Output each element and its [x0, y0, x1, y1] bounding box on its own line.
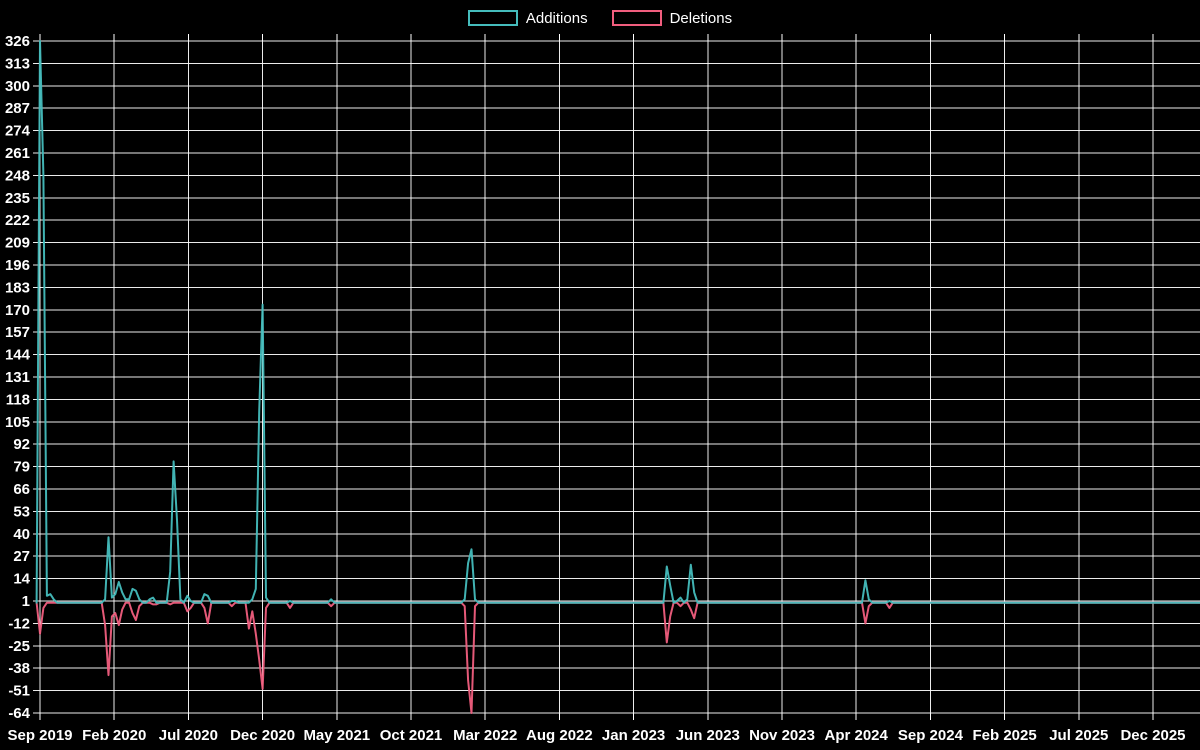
x-axis-label: Sep 2024	[898, 727, 964, 744]
y-tick-label: 196	[5, 257, 30, 274]
y-tick-label: 313	[5, 55, 30, 72]
x-axis-label: Feb 2020	[82, 727, 146, 744]
y-tick-label: 79	[13, 459, 30, 476]
x-axis-label: Aug 2022	[526, 727, 593, 744]
deletions-swatch-icon	[611, 10, 662, 26]
y-tick-label: 209	[5, 235, 30, 252]
y-tick-label: 66	[13, 481, 30, 498]
y-tick-label: 170	[5, 302, 30, 319]
y-tick-label: 53	[13, 503, 30, 520]
series-line-additions	[35, 40, 1200, 604]
y-tick-label: 14	[13, 571, 30, 588]
x-axis-label: Nov 2023	[749, 727, 815, 744]
y-tick-label: -64	[8, 705, 30, 722]
y-tick-label: 235	[5, 190, 30, 207]
x-axis-label: Feb 2025	[972, 727, 1036, 744]
x-axis-label: Mar 2022	[453, 727, 517, 744]
legend-item-deletions[interactable]: Deletions	[611, 9, 733, 27]
x-axis-label: Sep 2019	[7, 727, 72, 744]
y-tick-label: -51	[8, 683, 30, 700]
y-tick-label: 40	[13, 526, 30, 543]
y-tick-label: 261	[5, 145, 30, 162]
series-line-deletions	[35, 601, 1200, 714]
y-tick-label: -25	[8, 638, 30, 655]
y-tick-label: 131	[5, 369, 30, 386]
legend-label-additions: Additions	[525, 9, 588, 27]
chart-legend: Additions Deletions	[0, 6, 1200, 30]
legend-label-deletions: Deletions	[669, 9, 733, 27]
y-tick-label: 274	[5, 123, 31, 140]
y-tick-label: 1	[22, 593, 30, 610]
y-tick-label: 118	[6, 391, 30, 408]
y-tick-label: 287	[5, 100, 30, 117]
x-axis-label: Dec 2025	[1120, 727, 1185, 744]
additions-swatch-icon	[467, 10, 518, 26]
y-tick-label: 27	[13, 548, 30, 565]
x-axis-label: Dec 2020	[230, 727, 295, 744]
y-tick-label: 222	[5, 212, 30, 229]
legend-item-additions[interactable]: Additions	[467, 9, 588, 27]
y-tick-label: 157	[5, 324, 30, 341]
y-tick-label: 183	[5, 279, 30, 296]
x-axis-label: Jan 2023	[602, 727, 665, 744]
y-tick-label: 248	[5, 167, 30, 184]
x-axis-label: Jul 2025	[1049, 727, 1108, 744]
y-tick-label: -38	[8, 660, 30, 677]
y-tick-label: 144	[5, 347, 31, 364]
y-tick-label: 105	[5, 414, 30, 431]
y-tick-label: 326	[5, 33, 30, 50]
y-tick-label: -12	[8, 615, 30, 632]
x-axis-label: Jun 2023	[676, 727, 740, 744]
y-tick-label: 300	[5, 78, 30, 95]
y-tick-label: 92	[13, 436, 30, 453]
x-axis-label: May 2021	[303, 727, 370, 744]
x-axis-label: Jul 2020	[159, 727, 218, 744]
x-axis-label: Oct 2021	[380, 727, 443, 744]
x-axis-label: Apr 2024	[825, 727, 889, 744]
